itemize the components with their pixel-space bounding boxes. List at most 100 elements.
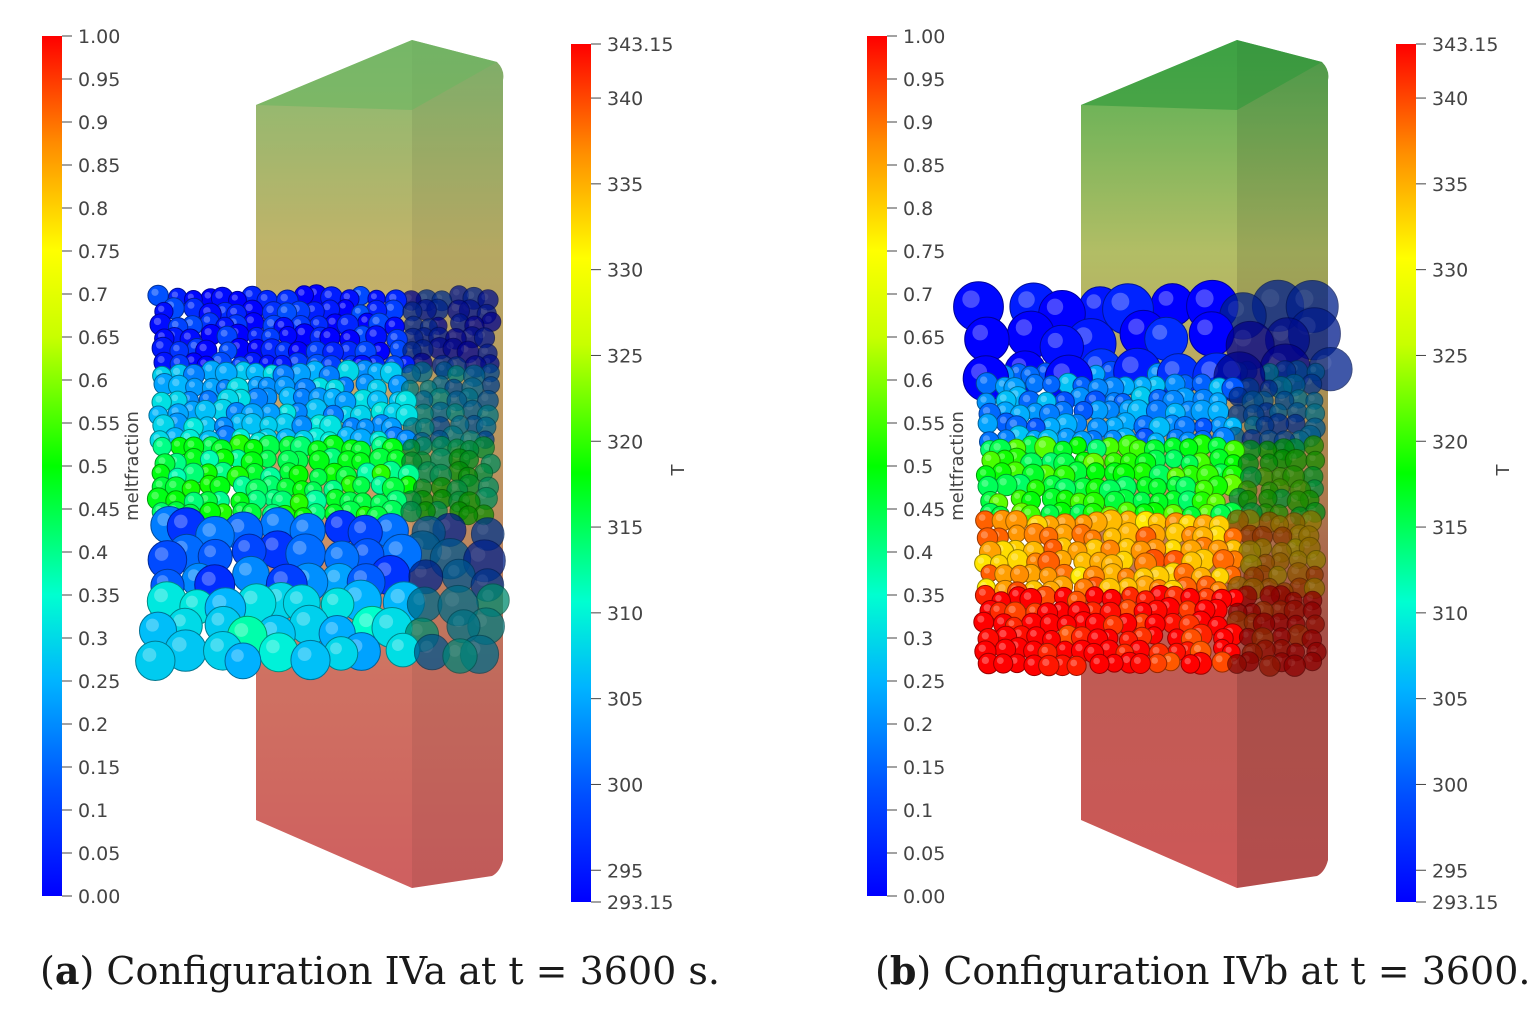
particle-highlight <box>465 381 473 389</box>
particle-highlight <box>231 294 238 301</box>
particle-highlight <box>983 567 990 574</box>
particle-highlight <box>1119 647 1126 654</box>
particle-highlight <box>1276 530 1283 537</box>
particle-highlight <box>1245 432 1253 440</box>
particle-highlight <box>1133 657 1141 664</box>
particle-highlight <box>1043 617 1051 625</box>
particle-highlight <box>312 319 320 326</box>
particle-highlight <box>1076 481 1085 490</box>
caption-b: (b) Configuration IVb at t = 3600. <box>875 948 1530 993</box>
particle-highlight <box>1184 657 1191 665</box>
particle-highlight <box>1308 395 1315 402</box>
temperature-tick-label: 330 <box>1432 260 1468 282</box>
particle-highlight <box>1292 553 1299 561</box>
particle-highlight <box>1134 390 1142 398</box>
particle-highlight <box>1023 592 1032 600</box>
particle-highlight <box>391 378 399 386</box>
particle-highlight <box>1211 440 1218 447</box>
particle-highlight <box>1029 606 1036 613</box>
particle-highlight <box>1121 505 1128 512</box>
particle-highlight <box>1272 507 1280 515</box>
particle-highlight <box>1041 555 1050 563</box>
particle-highlight <box>312 391 320 399</box>
particle-highlight <box>1024 369 1031 376</box>
particle-highlight <box>1103 483 1111 491</box>
particle-highlight <box>1263 382 1270 389</box>
meltfraction-tick-label: 0.8 <box>903 198 933 220</box>
particle-highlight <box>465 330 473 338</box>
particle-highlight <box>1117 396 1124 403</box>
particle-highlight <box>280 481 287 489</box>
particle-highlight <box>1028 377 1036 384</box>
particle-highlight <box>1046 478 1054 486</box>
particle-highlight <box>233 416 241 424</box>
particle-highlight <box>1116 467 1125 475</box>
particle-highlight <box>1044 420 1052 428</box>
particle-highlight <box>291 345 299 352</box>
particle-highlight <box>453 317 461 324</box>
meltfraction-tick-label: 0.75 <box>903 241 945 263</box>
particle-highlight <box>327 593 339 606</box>
particle-highlight <box>1225 646 1232 653</box>
meltfraction-tick-label: 0.65 <box>78 327 120 349</box>
particle-highlight <box>1213 519 1220 526</box>
particle-highlight <box>1106 531 1113 538</box>
particle-highlight <box>998 584 1006 592</box>
particle-highlight <box>233 438 241 446</box>
particle-highlight <box>1121 439 1130 447</box>
particle-highlight <box>1091 632 1099 640</box>
particle-highlight <box>1147 443 1155 451</box>
particle-highlight <box>1139 479 1147 487</box>
particle-highlight <box>1093 555 1100 563</box>
particle-highlight <box>328 317 336 325</box>
particle <box>224 642 262 680</box>
meltfraction-tick-label: 0.4 <box>903 542 933 564</box>
particle-highlight <box>446 341 454 350</box>
particle-highlight <box>1287 658 1296 667</box>
figure-a: 1.00 0.95 0.9 0.85 0.8 0.75 0.7 0.65 0.6 0.55 0.5 0… <box>42 26 689 914</box>
particle-highlight <box>1289 453 1297 461</box>
particle-highlight <box>1273 325 1289 341</box>
particle <box>1010 564 1030 585</box>
particle-highlight <box>339 302 346 309</box>
particle-highlight <box>1310 366 1317 373</box>
particle-highlight <box>477 331 486 339</box>
particle-highlight <box>220 329 228 337</box>
particle-highlight <box>450 368 457 375</box>
particle-highlight <box>1060 618 1068 626</box>
particle-highlight <box>1120 571 1127 578</box>
particle-highlight <box>1014 492 1021 499</box>
particle-highlight <box>187 301 195 309</box>
particle-highlight <box>1012 589 1019 597</box>
particle-highlight <box>1310 645 1317 653</box>
particle-highlight <box>312 454 320 462</box>
particle-highlight <box>1305 633 1313 640</box>
particle-highlight <box>462 509 469 516</box>
particle-highlight <box>1197 421 1204 428</box>
particle-highlight <box>278 345 285 352</box>
particle-highlight <box>389 494 397 502</box>
particle-highlight <box>1278 394 1285 402</box>
particle-highlight <box>1039 366 1047 373</box>
particle-highlight <box>432 391 441 400</box>
meltfraction-tick-label: 0.15 <box>903 757 945 779</box>
particle-highlight <box>449 406 456 413</box>
particle-highlight <box>452 615 465 628</box>
particle-highlight <box>1136 495 1143 502</box>
particle-highlight <box>1167 554 1176 562</box>
particle-highlight <box>186 466 194 475</box>
particle <box>1180 654 1201 674</box>
particle-highlight <box>152 409 159 416</box>
particle-highlight <box>248 466 256 474</box>
meltfraction-ticks: 1.00 0.95 0.9 0.85 0.8 0.75 0.7 0.65 0.6 0.55 0.5 0… <box>887 26 945 908</box>
temperature-tick-label: 305 <box>607 689 643 711</box>
particle-highlight <box>1276 452 1283 460</box>
particle-highlight <box>1244 470 1252 478</box>
particle-highlight <box>330 547 343 559</box>
particle-highlight <box>423 321 430 328</box>
particle-highlight <box>433 420 441 428</box>
particle-highlight <box>1029 556 1037 563</box>
particle-highlight <box>1138 579 1146 587</box>
particle-highlight <box>479 491 487 499</box>
particle-highlight <box>1077 404 1084 412</box>
